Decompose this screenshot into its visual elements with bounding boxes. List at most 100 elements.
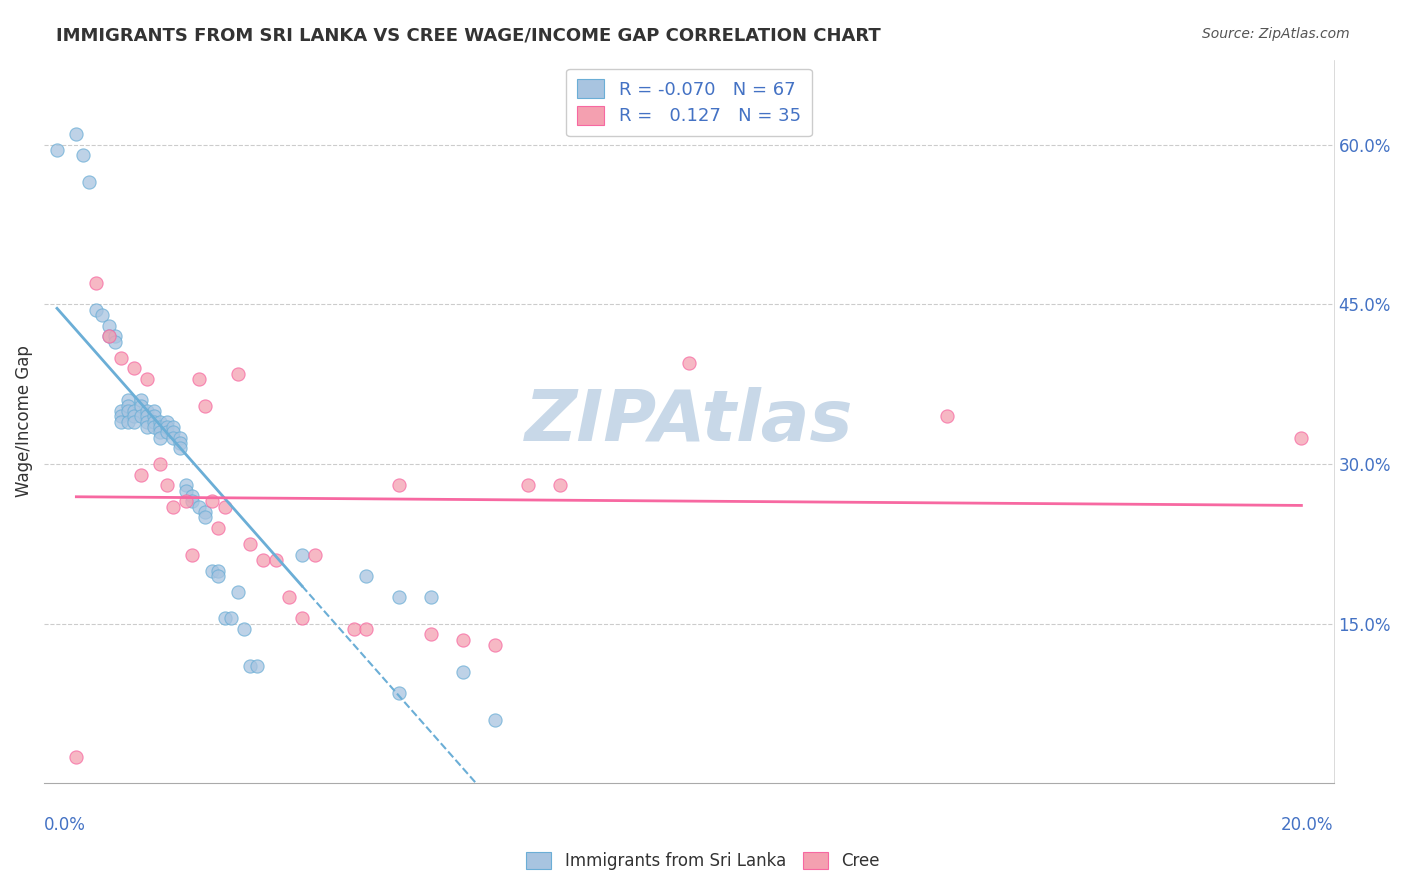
Point [304,548,326,562]
Point [149,420,172,434]
Point [356,569,378,583]
Point [187,500,209,514]
Point [129,399,152,413]
Point [181,548,204,562]
Point [156,425,179,440]
Point [97,329,120,343]
Point [77,175,100,189]
Point [194,505,217,519]
Point [239,659,262,673]
Point [207,564,229,578]
Point [1291,430,1313,444]
Point [420,591,443,605]
Point [219,611,242,625]
Point [149,415,172,429]
Point [194,510,217,524]
Point [162,430,184,444]
Point [264,553,287,567]
Point [149,425,172,440]
Point [162,500,184,514]
Point [65,127,87,141]
Legend: Immigrants from Sri Lanka, Cree: Immigrants from Sri Lanka, Cree [522,847,884,875]
Point [207,569,229,583]
Point [451,632,474,647]
Point [181,489,204,503]
Point [388,478,411,492]
Point [117,415,139,429]
Point [201,564,224,578]
Point [142,415,165,429]
Point [214,611,236,625]
Point [548,478,571,492]
Point [214,500,236,514]
Point [110,351,132,365]
Point [174,483,197,498]
Text: 0.0%: 0.0% [44,816,86,834]
Text: IMMIGRANTS FROM SRI LANKA VS CREE WAGE/INCOME GAP CORRELATION CHART: IMMIGRANTS FROM SRI LANKA VS CREE WAGE/I… [56,27,882,45]
Point [104,334,127,349]
Point [136,415,159,429]
Point [291,611,314,625]
Point [201,494,224,508]
Point [388,591,411,605]
Point [291,548,314,562]
Point [169,441,191,455]
Point [484,638,506,652]
Point [169,435,191,450]
Point [129,409,152,424]
Point [117,404,139,418]
Point [124,404,146,418]
Point [420,627,443,641]
Point [207,521,229,535]
Point [117,399,139,413]
Point [194,399,217,413]
Point [342,622,364,636]
Point [149,457,172,471]
Point [226,585,249,599]
Point [356,622,378,636]
Point [142,404,165,418]
Point [156,420,179,434]
Point [388,686,411,700]
Point [46,143,69,157]
Legend: R = -0.070   N = 67, R =   0.127   N = 35: R = -0.070 N = 67, R = 0.127 N = 35 [567,69,811,136]
Point [117,393,139,408]
Point [84,276,107,290]
Point [136,372,159,386]
Point [226,367,249,381]
Point [124,415,146,429]
Point [162,420,184,434]
Point [124,361,146,376]
Point [181,494,204,508]
Point [136,404,159,418]
Point [136,409,159,424]
Point [233,622,256,636]
Point [169,430,191,444]
Text: ZIPAtlas: ZIPAtlas [524,387,853,456]
Point [187,372,209,386]
Point [104,329,127,343]
Point [91,308,114,322]
Point [97,329,120,343]
Point [97,318,120,333]
Point [278,591,301,605]
Y-axis label: Wage/Income Gap: Wage/Income Gap [15,345,32,498]
Point [72,148,94,162]
Point [162,425,184,440]
Point [129,393,152,408]
Point [935,409,957,424]
Point [142,420,165,434]
Text: Source: ZipAtlas.com: Source: ZipAtlas.com [1202,27,1350,41]
Point [678,356,700,370]
Point [156,415,179,429]
Point [252,553,274,567]
Point [174,494,197,508]
Point [156,478,179,492]
Point [174,478,197,492]
Point [149,430,172,444]
Point [246,659,269,673]
Point [239,537,262,551]
Point [65,750,87,764]
Point [84,302,107,317]
Point [516,478,538,492]
